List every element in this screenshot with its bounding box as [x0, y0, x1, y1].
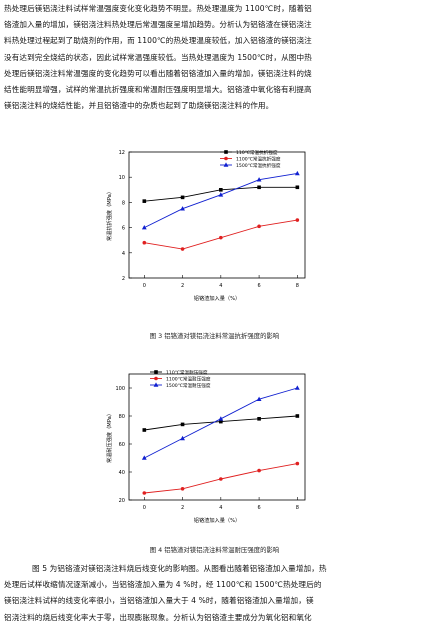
legend-entry: 1500℃常温抗折强度 — [236, 162, 281, 169]
data-point — [257, 468, 261, 473]
paragraph-line: 镁铝浇注料试样的线变化率很小，当铝铬渣加入量大于 4 %时，随着铝铬渣加入量增加… — [4, 596, 314, 606]
bottom-paragraph: 图 5 为铝铬渣对镁铝浇注料烧后线变化的影响图。从图看出随着铝铬渣加入量增加，热… — [4, 561, 425, 626]
x-tick-label: 8 — [296, 505, 299, 511]
legend-entry: 1500℃常温耐压强度 — [166, 382, 211, 389]
y-tick-label: 6 — [122, 226, 125, 232]
data-point — [294, 385, 300, 390]
series-0 — [142, 414, 300, 432]
y-tick-label: 60 — [119, 442, 125, 448]
plot-frame — [128, 373, 306, 501]
data-point — [257, 224, 261, 229]
y-tick-label: 10 — [119, 175, 125, 181]
paragraph-line: 铝浇注料的烧后线变化率大于零，出现膨胀现象。分析认为铝铬渣主要成分为氧化铝和氧化 — [4, 612, 312, 622]
x-tick-label: 4 — [219, 283, 222, 289]
data-point — [219, 477, 223, 481]
y-tick-label: 80 — [119, 414, 125, 420]
paragraph-line: 图 5 为铝铬渣对镁铝浇注料烧后线变化的影响图。从图看出随着铝铬渣加入量增加，热 — [32, 564, 327, 573]
figure3-caption: 图 3 铝铬渣对镁铝浇注料常温抗折强度的影响 — [149, 332, 280, 340]
series-line — [144, 172, 298, 229]
data-point — [180, 247, 185, 251]
data-point — [142, 199, 147, 203]
y-tick-label: 20 — [119, 498, 125, 504]
data-point — [218, 192, 224, 197]
series-2 — [141, 170, 300, 230]
data-point — [142, 491, 147, 495]
x-tick-label: 2 — [181, 283, 184, 289]
data-point — [294, 170, 300, 176]
plot-frame — [128, 151, 306, 279]
legend-marker — [224, 156, 228, 161]
paragraph-line: 热处理后镁铝浇注料试样常温强度变化变化趋势不明显。热处理温度为 1100℃时，随… — [4, 4, 312, 13]
data-point — [219, 235, 223, 240]
data-point — [295, 185, 300, 190]
legend-marker — [154, 370, 158, 374]
data-point — [141, 225, 147, 230]
paragraph-line: 镁铝浇注料的烧结性能，并且铝铬渣中的杂质也起到了助烧镁铝浇注料的作用。 — [4, 101, 274, 111]
y-tick-label: 2 — [122, 276, 125, 282]
paragraph-line: 铬渣加入量的增加，镁铝浇注料热处理后常温强度呈增加趋势。分析认为铝铬渣在镁铝浇注 — [4, 20, 312, 30]
x-tick-label: 4 — [219, 505, 222, 511]
legend-marker — [223, 162, 229, 167]
data-point — [142, 428, 147, 432]
data-point — [180, 422, 185, 427]
paragraph-line: 处理后镁铝浇注料常温强度的变化趋势可以看出随着铝铬渣加入量的增加，镁铝浇注料的烧 — [4, 68, 312, 78]
legend-entry: 110℃常温耐压强度 — [166, 369, 208, 376]
data-point — [142, 240, 147, 245]
data-point — [256, 177, 262, 182]
compressive-strength-chart: 20 40 60 80 100 0 2 4 6 8 铝铬渣加入量（%） 常温耐压强度（MPa） 110℃… — [105, 369, 306, 524]
x-tick-label: 0 — [143, 505, 146, 511]
flexural-strength-chart: 2 4 6 8 10 12 0 2 4 6 8 铝铬渣加入量（%） 常温抗折强度（MPa） 110℃常温抗… — [105, 149, 306, 302]
y-axis-label: 常温抗折强度（MPa） — [105, 189, 113, 241]
y-tick-label: 4 — [122, 251, 125, 257]
series-1 — [142, 218, 300, 251]
x-tick-label: 8 — [296, 283, 299, 289]
legend-entry: 1100℃常温耐压强度 — [166, 376, 211, 383]
paragraph-line: 料热处理过程起到了助烧剂的作用，而 1100℃的热处理温度较低，加入铝铬渣的镁铝… — [4, 36, 312, 46]
data-point — [141, 455, 147, 460]
x-tick-label: 6 — [257, 505, 260, 511]
paragraph-line: 没有达到完全烧结的状态，因此试样常温强度较低。当热处理温度为 1500℃时，从图… — [4, 52, 312, 62]
data-point — [180, 206, 185, 211]
series-line — [144, 219, 298, 250]
legend-entry: 1100℃常温抗折强度 — [236, 156, 281, 163]
data-point — [219, 188, 223, 192]
x-axis-label: 铝铬渣加入量（%） — [194, 294, 240, 302]
series-1 — [142, 461, 300, 495]
y-tick-label: 40 — [119, 470, 125, 476]
y-tick-label: 8 — [122, 200, 125, 206]
data-point — [295, 218, 300, 222]
data-point — [257, 417, 261, 421]
x-axis-label: 铝铬渣加入量（%） — [194, 516, 240, 524]
y-axis-label: 常温耐压强度（MPa） — [105, 411, 113, 463]
x-tick-label: 0 — [143, 283, 146, 289]
data-point — [218, 416, 224, 421]
legend-marker — [153, 382, 159, 387]
legend-marker — [154, 376, 158, 381]
data-point — [180, 487, 185, 491]
data-point — [219, 419, 223, 424]
legend-marker — [224, 150, 228, 154]
series-0 — [142, 185, 300, 203]
data-point — [295, 414, 300, 418]
figure4-caption: 图 4 铝铬渣对镁铝浇注料常温耐压强度的影响 — [149, 546, 280, 554]
series-2 — [141, 385, 300, 460]
data-point — [295, 461, 300, 466]
top-paragraph: 热处理后镁铝浇注料试样常温强度变化变化趋势不明显。热处理温度为 1100℃时，随… — [4, 1, 425, 114]
x-tick-label: 2 — [181, 505, 184, 511]
y-tick-label: 100 — [115, 386, 125, 392]
y-tick-label: 12 — [119, 150, 125, 156]
paragraph-line: 结性能明显增强，试样的常温抗折强度和常温耐压强度明显增大。铝铬渣中氧化铬有利提高 — [4, 85, 312, 95]
data-point — [180, 195, 185, 200]
data-point — [180, 435, 185, 441]
x-tick-label: 6 — [257, 283, 260, 289]
legend-entry: 110℃常温抗折强度 — [236, 149, 278, 156]
data-point — [256, 396, 262, 401]
data-point — [257, 185, 261, 190]
paragraph-line: 处理后试样收缩情况逐渐减小，当铝铬渣加入量为 4 %时，经 1100℃和 150… — [4, 580, 322, 590]
